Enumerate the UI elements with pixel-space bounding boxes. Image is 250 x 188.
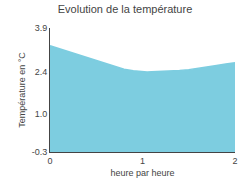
svg-text:1: 1: [140, 156, 145, 166]
svg-text:heure par heure: heure par heure: [110, 168, 174, 178]
svg-text:-0.3: -0.3: [32, 147, 48, 157]
svg-text:2: 2: [232, 156, 237, 166]
svg-text:Température en °C: Température en °C: [17, 52, 27, 128]
svg-text:0: 0: [47, 156, 52, 166]
svg-text:Evolution de la température: Evolution de la température: [58, 3, 193, 15]
svg-text:2.4: 2.4: [35, 67, 48, 77]
svg-text:1.0: 1.0: [35, 109, 48, 119]
svg-text:3.9: 3.9: [35, 23, 48, 33]
